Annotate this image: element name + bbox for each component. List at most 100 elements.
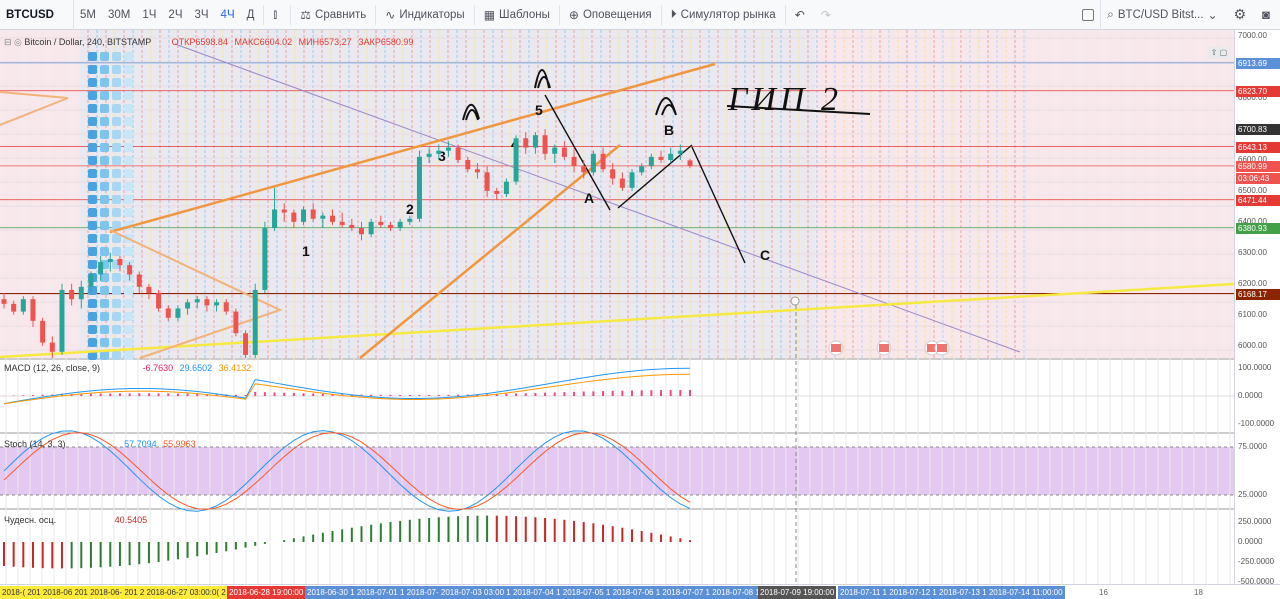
gann-marker-icon [100,52,109,61]
interval-d[interactable]: Д [246,8,255,21]
date-label-18: 18 [1194,588,1203,597]
candle [484,166,490,198]
candle-body [600,153,606,170]
gann-marker-icon [124,169,133,178]
candle-body [281,209,287,213]
macd-hist-bar [234,394,237,396]
macd-hist-bar [679,389,682,396]
candle [561,141,567,160]
templates-button[interactable]: ▦ Шаблоны [478,0,556,30]
stoch-k-value: 57.7094 [124,439,157,449]
candle-body [561,147,567,157]
candle-body [552,147,558,154]
gann-marker-icon [100,156,109,165]
candle-body [214,302,220,306]
gann-marker-icon [100,182,109,191]
chevron-down-icon: ⌄ [1207,7,1218,22]
orange-wedge-upper [109,62,716,234]
redo-button[interactable]: ↷ [815,0,841,30]
gann-marker-icon [112,325,121,334]
fullscreen-button[interactable] [1076,0,1100,30]
candle [88,271,94,294]
gann-marker-icon [124,195,133,204]
macd-hist-bar [495,393,498,396]
handwriting-underline [726,105,871,115]
simulator-button[interactable]: ⏵ Симулятор рынка [665,0,782,30]
candle-body [426,153,432,157]
macd-hist-bar [196,393,199,396]
descending-trendline [174,43,1021,353]
undo-button[interactable]: ↶ [789,0,815,30]
macd-hist-bar [128,393,131,396]
gann-marker-icon [124,351,133,360]
macd-hist-bar [273,392,276,396]
settings-button[interactable]: ⚙ [1228,0,1257,30]
macd-hist-bar [302,393,305,396]
interval-3h[interactable]: 3Ч [194,8,209,21]
candle [272,187,278,232]
gann-marker-icon [88,247,97,256]
gann-marker-icon [124,208,133,217]
candle [194,296,200,309]
candles-layer [1,129,693,358]
candle-body [252,289,258,355]
candle-body [185,302,191,309]
symbol-search[interactable]: ⌕ BTC/USD Bitst... ⌄ [1100,0,1227,30]
date-label-group-2: 2018-06-30 1 2018-07-01 1 2018-07- 2018-… [305,586,797,599]
price-axis[interactable]: 7000.006900.006800.006700.006600.006500.… [1234,30,1280,586]
wave-arrow [617,144,693,209]
candle-body [301,209,307,222]
candle-body [378,221,384,225]
macd-hist-bar [31,395,34,396]
gann-marker-icon [112,91,121,100]
candle-body [542,135,548,154]
candle [252,283,258,358]
redo-icon: ↷ [820,7,831,22]
macd-hist-bar [370,394,373,396]
search-icon: ⌕ [1107,7,1114,21]
divider [263,4,265,25]
macd-hist-bar [660,390,663,396]
symbol-field[interactable]: BTCUSD [0,0,74,30]
macd-hist-bar [457,394,460,396]
gann-marker-icon [112,65,121,74]
indicator-tick: 0.0000 [1238,537,1263,546]
candle-body [523,138,529,148]
candle [59,283,65,355]
gann-marker-icon [112,208,121,217]
interval-2h[interactable]: 2Ч [168,8,183,21]
interval-1h[interactable]: 1Ч [142,8,157,21]
price-tick: 7000.00 [1238,31,1267,41]
interval-4h[interactable]: 4Ч [220,8,235,21]
macd-hist-value: -6.7630 [142,363,174,373]
alerts-button[interactable]: ⊕ Оповещения [563,0,658,30]
chart-canvas[interactable]: 12345ABCГИП 2 [0,30,1234,584]
time-axis[interactable]: 2018-( 201 2018-06 201 2018-06- 201 2 20… [0,584,1280,599]
camera-button[interactable]: ◙ [1256,0,1280,30]
gann-marker-icon [124,247,133,256]
gann-marker-icon [124,299,133,308]
blue-range-zone [80,30,815,358]
interval-5m[interactable]: 5М [80,8,96,21]
compare-button[interactable]: ⚖ Сравнить [294,0,372,30]
indicators-button[interactable]: ∿ Индикаторы [379,0,470,30]
gann-marker-icon [88,312,97,321]
candle-style-button[interactable]: ⫾ [267,0,287,30]
pane-controls[interactable]: ⇧ ▢ [1208,47,1230,59]
background-layer [0,30,1234,510]
wave-label: 5 [535,102,543,118]
candle-body [233,311,239,334]
indicators-layer [0,367,1234,569]
macd-hist-bar [147,393,150,396]
candle-body [136,274,142,287]
interval-30m[interactable]: 30М [107,8,131,21]
chart-area[interactable]: 12345ABCГИП 2 ⊟ ◎ Bitcoin / Dollar, 240,… [0,30,1234,584]
candle [30,296,36,328]
candle [262,221,268,294]
orange-triangle-left [0,91,69,126]
chart-title: Bitcoin / Dollar, 240, BITSTAMP [24,37,152,47]
collapse-icon[interactable]: ⊟ ◎ [4,37,25,47]
stoch-k-line [3,430,691,512]
gann-marker-icon [88,143,97,152]
macd-hist-bar [544,392,547,396]
